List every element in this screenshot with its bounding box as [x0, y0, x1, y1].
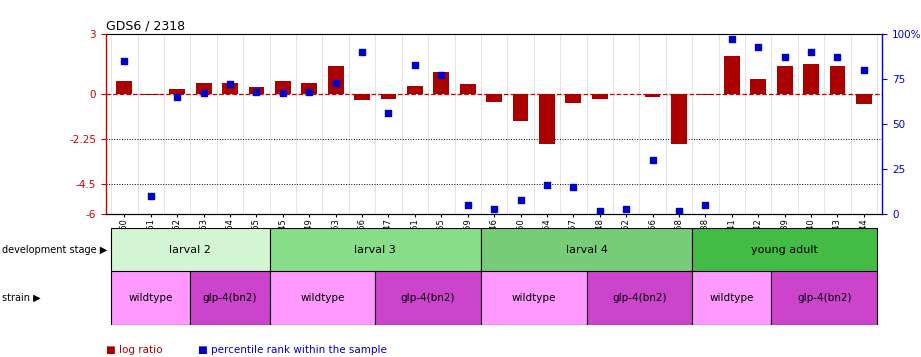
Point [302, 89, 317, 95]
Bar [776, 66, 793, 94]
Bar [697, 94, 713, 95]
Point [671, 208, 686, 213]
Bar [830, 66, 845, 94]
Bar [539, 94, 554, 144]
Bar [565, 94, 581, 103]
Point [646, 157, 660, 163]
Text: glp-4(bn2): glp-4(bn2) [401, 293, 455, 303]
Text: wildtype: wildtype [129, 293, 173, 303]
Bar [111, 271, 191, 325]
Point [513, 197, 528, 203]
Text: ■ percentile rank within the sample: ■ percentile rank within the sample [198, 345, 387, 355]
Bar [693, 228, 877, 271]
Point [804, 49, 819, 55]
Text: GDS6 / 2318: GDS6 / 2318 [106, 20, 185, 33]
Bar [169, 89, 185, 94]
Bar [143, 94, 158, 95]
Text: larval 3: larval 3 [355, 245, 396, 255]
Point [566, 184, 581, 190]
Bar [270, 271, 375, 325]
Bar [434, 72, 449, 94]
Point [275, 91, 290, 96]
Point [698, 202, 713, 208]
Bar [407, 86, 423, 94]
Text: larval 2: larval 2 [169, 245, 211, 255]
Bar [671, 94, 687, 144]
Point [223, 81, 238, 87]
Bar [486, 94, 502, 102]
Text: strain ▶: strain ▶ [2, 293, 41, 303]
Bar [116, 81, 133, 94]
Bar [195, 83, 212, 94]
Bar [513, 94, 529, 121]
Point [434, 72, 449, 78]
Text: wildtype: wildtype [511, 293, 556, 303]
Bar [481, 228, 693, 271]
Point [169, 94, 184, 100]
Bar [772, 271, 877, 325]
Text: wildtype: wildtype [300, 293, 344, 303]
Bar [751, 79, 766, 94]
Bar [693, 271, 772, 325]
Bar [856, 94, 872, 104]
Text: glp-4(bn2): glp-4(bn2) [797, 293, 852, 303]
Point [592, 208, 607, 213]
Text: ■ log ratio: ■ log ratio [106, 345, 162, 355]
Bar [645, 94, 660, 97]
Text: development stage ▶: development stage ▶ [2, 245, 107, 255]
Point [725, 36, 740, 42]
Point [460, 202, 475, 208]
Point [830, 55, 845, 60]
Text: glp-4(bn2): glp-4(bn2) [203, 293, 257, 303]
Bar [275, 81, 291, 94]
Point [619, 206, 634, 212]
Bar [111, 228, 270, 271]
Text: wildtype: wildtype [709, 293, 754, 303]
Point [777, 55, 792, 60]
Point [196, 91, 211, 96]
Bar [328, 66, 344, 94]
Bar [222, 83, 238, 94]
Bar [460, 84, 475, 94]
Bar [301, 83, 317, 94]
Point [486, 206, 501, 212]
Bar [191, 271, 270, 325]
Bar [803, 64, 819, 94]
Text: larval 4: larval 4 [565, 245, 608, 255]
Point [328, 80, 343, 85]
Point [407, 62, 422, 67]
Point [751, 44, 765, 49]
Point [249, 89, 263, 95]
Bar [587, 271, 693, 325]
Bar [380, 94, 396, 99]
Point [540, 182, 554, 188]
Bar [355, 94, 370, 100]
Text: glp-4(bn2): glp-4(bn2) [612, 293, 667, 303]
Bar [592, 94, 608, 99]
Point [381, 110, 396, 116]
Bar [375, 271, 481, 325]
Bar [249, 87, 264, 94]
Bar [481, 271, 587, 325]
Bar [724, 56, 740, 94]
Point [857, 67, 871, 73]
Point [355, 49, 369, 55]
Point [144, 193, 158, 199]
Bar [270, 228, 481, 271]
Point [117, 58, 132, 64]
Text: young adult: young adult [752, 245, 818, 255]
